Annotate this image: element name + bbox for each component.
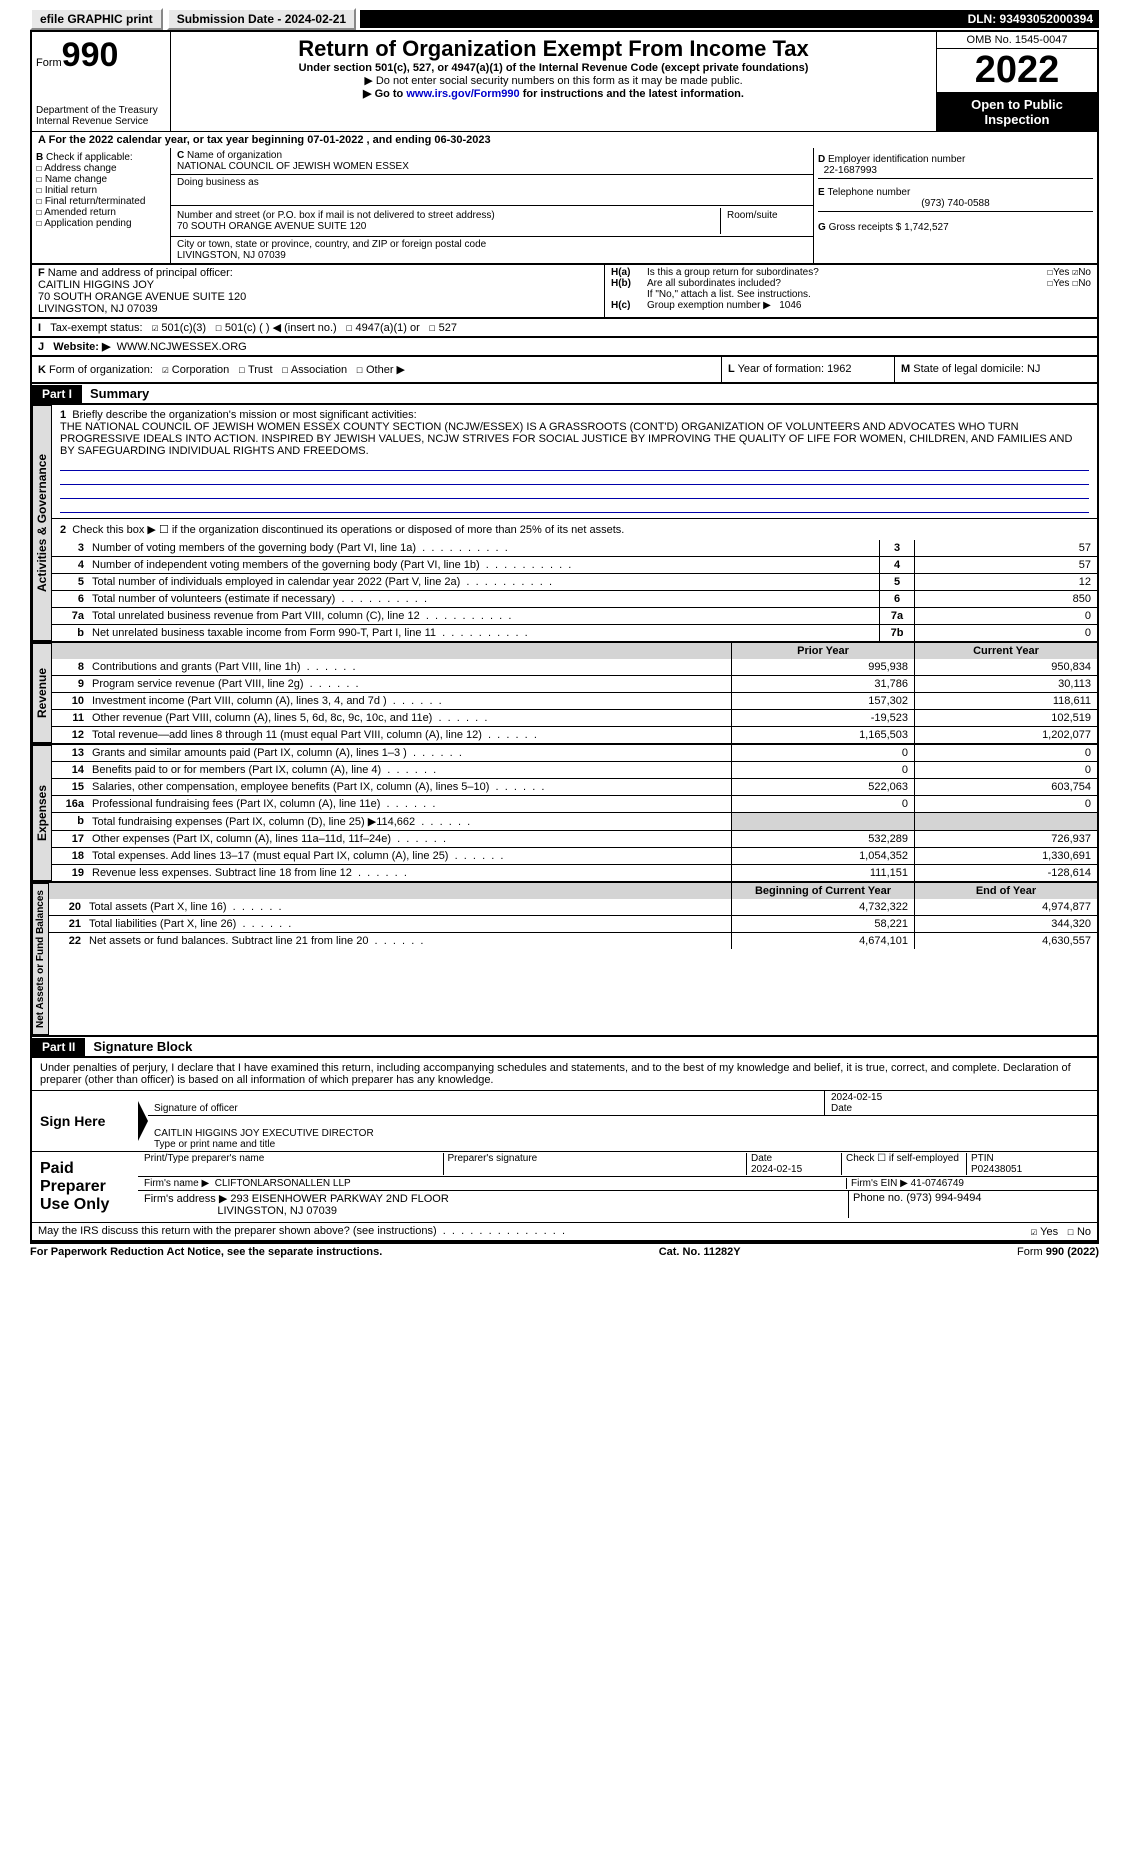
part1-header: Part I xyxy=(32,385,82,403)
gov-line-5: 5 Total number of individuals employed i… xyxy=(52,573,1097,590)
part2-header: Part II xyxy=(32,1038,85,1056)
line-22: 22 Net assets or fund balances. Subtract… xyxy=(49,932,1097,949)
form-title: Return of Organization Exempt From Incom… xyxy=(175,36,932,62)
tab-activities-governance: Activities & Governance xyxy=(32,405,52,641)
public-inspection: Open to Public Inspection xyxy=(937,93,1097,131)
goto-line: ▶ Go to www.irs.gov/Form990 for instruct… xyxy=(175,87,932,100)
line-18: 18 Total expenses. Add lines 13–17 (must… xyxy=(52,847,1097,864)
gov-line-7a: 7a Total unrelated business revenue from… xyxy=(52,607,1097,624)
gov-line-6: 6 Total number of volunteers (estimate i… xyxy=(52,590,1097,607)
line-a-tax-year: A For the 2022 calendar year, or tax yea… xyxy=(30,131,1099,148)
website-line: J Website: ▶ WWW.NCJWESSEX.ORG xyxy=(32,338,1097,355)
tab-net-assets: Net Assets or Fund Balances xyxy=(32,883,49,1035)
ssn-warning: ▶ Do not enter social security numbers o… xyxy=(175,74,932,87)
state-domicile: M State of legal domicile: NJ xyxy=(894,357,1097,382)
tab-revenue: Revenue xyxy=(32,643,52,743)
part1-name: Summary xyxy=(82,384,157,403)
section-h: H(a)Is this a group return for subordina… xyxy=(605,265,1097,317)
principal-officer: F Name and address of principal officer:… xyxy=(32,265,605,317)
line-13: 13 Grants and similar amounts paid (Part… xyxy=(52,745,1097,761)
may-irs-discuss: May the IRS discuss this return with the… xyxy=(32,1222,1097,1240)
gov-line-3: 3 Number of voting members of the govern… xyxy=(52,540,1097,556)
line-11: 11 Other revenue (Part VIII, column (A),… xyxy=(52,709,1097,726)
line-10: 10 Investment income (Part VIII, column … xyxy=(52,692,1097,709)
sign-arrow-icon xyxy=(138,1101,148,1141)
form-of-org: K Form of organization: ☑ Corporation ☐ … xyxy=(32,357,721,382)
line-b: b Total fundraising expenses (Part IX, c… xyxy=(52,812,1097,830)
line-8: 8 Contributions and grants (Part VIII, l… xyxy=(52,659,1097,675)
sign-date: 2024-02-15Date xyxy=(824,1091,1097,1116)
street-address: Number and street (or P.O. box if mail i… xyxy=(171,208,720,234)
firm-ein: Firm's EIN ▶ 41-0746749 xyxy=(846,1178,1091,1189)
preparer-signature: Preparer's signature xyxy=(443,1153,747,1175)
officer-name-title: CAITLIN HIGGINS JOY EXECUTIVE DIRECTORTy… xyxy=(148,1116,1097,1151)
room-suite: Room/suite xyxy=(720,208,813,234)
line-15: 15 Salaries, other compensation, employe… xyxy=(52,778,1097,795)
line-9: 9 Program service revenue (Part VIII, li… xyxy=(52,675,1097,692)
line-17: 17 Other expenses (Part IX, column (A), … xyxy=(52,830,1097,847)
line-21: 21 Total liabilities (Part X, line 26) 5… xyxy=(49,915,1097,932)
line-1: 1 Briefly describe the organization's mi… xyxy=(52,405,1097,518)
firm-phone: Phone no. (973) 994-9494 xyxy=(848,1191,1097,1218)
tax-year: 2022 xyxy=(937,49,1097,93)
ptin: PTINP02438051 xyxy=(966,1153,1091,1175)
efile-label: efile GRAPHIC print xyxy=(30,8,163,30)
dln-label: DLN: 93493052000394 xyxy=(360,10,1099,28)
form-subtitle: Under section 501(c), 527, or 4947(a)(1)… xyxy=(175,62,932,74)
city-state-zip: City or town, state or province, country… xyxy=(171,237,813,263)
top-bar: efile GRAPHIC print Submission Date - 20… xyxy=(30,8,1099,30)
perjury-declaration: Under penalties of perjury, I declare th… xyxy=(32,1058,1097,1090)
paid-preparer-label: Paid Preparer Use Only xyxy=(32,1152,138,1222)
firm-name: Firm's name ▶ CLIFTONLARSONALLEN LLP xyxy=(144,1178,846,1189)
year-formation: L Year of formation: 1962 xyxy=(721,357,894,382)
dept-treasury: Department of the Treasury xyxy=(36,105,166,116)
sign-here-label: Sign Here xyxy=(32,1091,138,1151)
tab-expenses: Expenses xyxy=(32,745,52,881)
irs-link[interactable]: www.irs.gov/Form990 xyxy=(406,88,519,100)
preparer-date: Date2024-02-15 xyxy=(746,1153,841,1175)
ein-block: D Employer identification number 22-1687… xyxy=(818,152,1093,179)
firm-address: Firm's address ▶ 293 EISENHOWER PARKWAY … xyxy=(138,1191,848,1218)
phone-block: E Telephone number (973) 740-0588 xyxy=(818,179,1093,212)
section-b: B Check if applicable: ☐ Address change … xyxy=(32,148,171,263)
netassets-header: Beginning of Current Year End of Year xyxy=(49,883,1097,899)
gov-line-b: b Net unrelated business taxable income … xyxy=(52,624,1097,641)
gross-receipts: G Gross receipts $ 1,742,527 xyxy=(818,212,1093,233)
submission-date-btn[interactable]: Submission Date - 2024-02-21 xyxy=(167,8,356,30)
dba-block: Doing business as xyxy=(171,175,813,206)
officer-signature: Signature of officer xyxy=(148,1091,824,1116)
part2-name: Signature Block xyxy=(85,1037,200,1056)
tax-exempt-status: I Tax-exempt status: ☑ 501(c)(3) ☐ 501(c… xyxy=(32,319,1097,336)
org-name-block: C Name of organization NATIONAL COUNCIL … xyxy=(171,148,813,175)
revenue-header: Prior Year Current Year xyxy=(52,643,1097,659)
page-footer: For Paperwork Reduction Act Notice, see … xyxy=(30,1242,1099,1258)
line-16a: 16a Professional fundraising fees (Part … xyxy=(52,795,1097,812)
line-2: 2 Check this box ▶ ☐ if the organization… xyxy=(52,518,1097,540)
preparer-name: Print/Type preparer's name xyxy=(144,1153,443,1175)
org-name: NATIONAL COUNCIL OF JEWISH WOMEN ESSEX xyxy=(177,161,409,172)
line-12: 12 Total revenue—add lines 8 through 11 … xyxy=(52,726,1097,743)
irs-label: Internal Revenue Service xyxy=(36,116,166,127)
line-14: 14 Benefits paid to or for members (Part… xyxy=(52,761,1097,778)
line-20: 20 Total assets (Part X, line 16) 4,732,… xyxy=(49,899,1097,915)
omb-number: OMB No. 1545-0047 xyxy=(937,32,1097,49)
gov-line-4: 4 Number of independent voting members o… xyxy=(52,556,1097,573)
self-employed-check: Check ☐ if self-employed xyxy=(841,1153,966,1175)
form-number: Form990 xyxy=(36,36,166,75)
form-header: Form990 Department of the Treasury Inter… xyxy=(30,30,1099,131)
line-19: 19 Revenue less expenses. Subtract line … xyxy=(52,864,1097,881)
